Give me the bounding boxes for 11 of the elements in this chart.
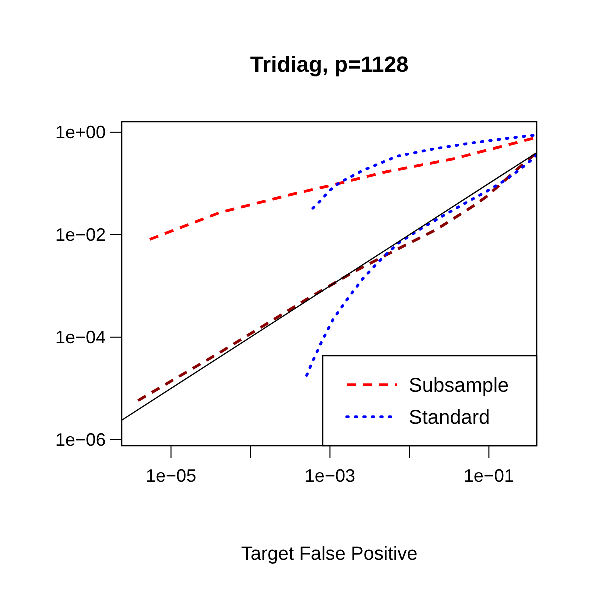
y-tick-label: 1e−02 <box>55 224 106 245</box>
chart-title: Tridiag, p=1128 <box>250 52 409 77</box>
x-axis-title: Target False Positive <box>241 544 418 565</box>
legend-label: Standard <box>409 407 490 429</box>
x-tick-label: 1e−01 <box>464 466 514 486</box>
x-tick-label: 1e−03 <box>304 466 356 486</box>
y-tick-label: 1e−04 <box>55 327 106 348</box>
legend-label: Subsample <box>409 375 510 397</box>
y-tick-label: 1e+00 <box>55 122 106 142</box>
y-tick-label: 1e−06 <box>55 430 106 450</box>
x-tick-label: 1e−05 <box>146 466 197 486</box>
